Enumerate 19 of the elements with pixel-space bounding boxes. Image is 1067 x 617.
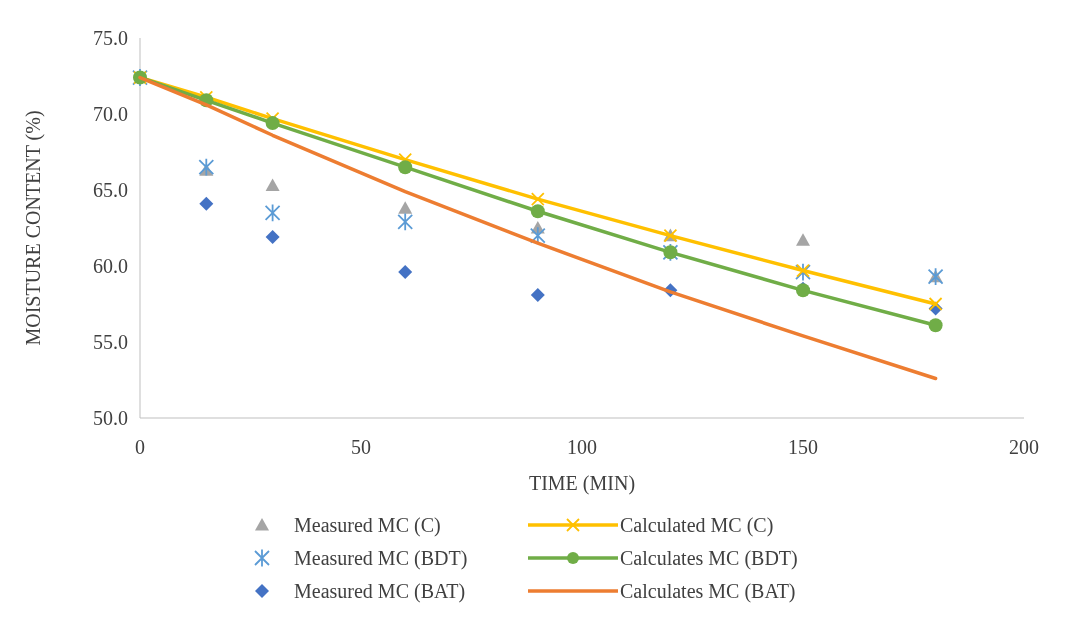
legend-label: Calculates MC (BAT) — [620, 580, 796, 603]
legend-label: Measured MC (BAT) — [294, 580, 466, 603]
x-axis-title: TIME (MIN) — [528, 472, 636, 495]
x-tick-label: 0 — [135, 436, 145, 458]
y-axis-title: MOISTURE CONTENT (%) — [22, 110, 45, 346]
legend-label: Measured MC (C) — [294, 514, 441, 537]
x-tick-label: 200 — [1009, 436, 1039, 458]
y-tick-label: 70.0 — [93, 103, 128, 125]
legend-label: Measured MC (BDT) — [294, 547, 468, 570]
y-tick-label: 65.0 — [93, 179, 128, 201]
x-tick-label: 100 — [567, 436, 597, 458]
legend-label: Calculates MC (BDT) — [620, 547, 798, 570]
legend-label: Calculated MC (C) — [620, 514, 774, 537]
y-tick-label: 55.0 — [93, 331, 128, 353]
x-tick-label: 50 — [351, 436, 371, 458]
y-tick-label: 75.0 — [93, 27, 128, 49]
x-tick-label: 150 — [788, 436, 818, 458]
y-tick-label: 50.0 — [93, 407, 128, 429]
y-tick-label: 60.0 — [93, 255, 128, 277]
